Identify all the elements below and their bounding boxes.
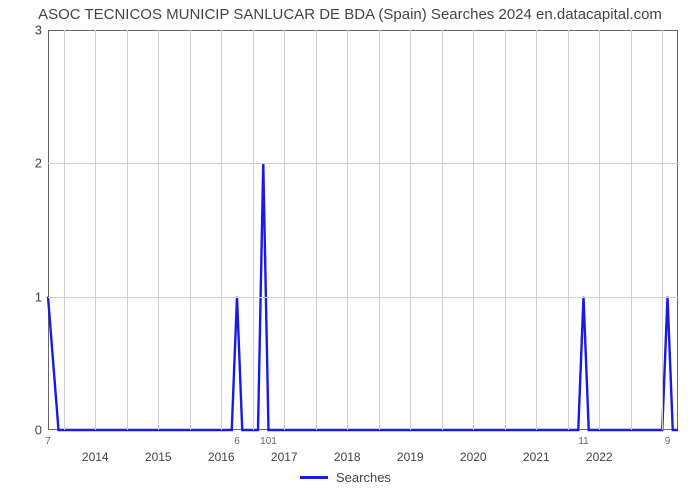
gridline-v — [662, 30, 663, 430]
gridline-v — [536, 30, 537, 430]
ytick-label: 1 — [35, 289, 48, 304]
xtick-secondary-label: 6 — [234, 432, 240, 447]
gridline-h — [48, 297, 678, 298]
xtick-year-label: 2018 — [334, 446, 361, 464]
gridline-v — [599, 30, 600, 430]
xtick-year-label: 2021 — [523, 446, 550, 464]
gridline-v — [284, 30, 285, 430]
xtick-year-label: 2019 — [397, 446, 424, 464]
xtick-secondary-label: 11 — [578, 432, 588, 447]
xtick-year-label: 2022 — [586, 446, 613, 464]
gridline-v — [316, 30, 317, 430]
gridline-v — [221, 30, 222, 430]
gridline-v — [473, 30, 474, 430]
xtick-secondary-label: 101 — [260, 432, 277, 447]
xtick-year-label: 2016 — [208, 446, 235, 464]
gridline-v — [410, 30, 411, 430]
ytick-label: 3 — [35, 23, 48, 38]
plot-area: 0123201420152016201720182019202020212022… — [48, 30, 678, 430]
gridline-v — [631, 30, 632, 430]
gridline-h — [48, 163, 678, 164]
gridline-v — [190, 30, 191, 430]
gridline-v — [568, 30, 569, 430]
legend-label: Searches — [336, 470, 391, 485]
gridline-v — [442, 30, 443, 430]
gridline-v — [95, 30, 96, 430]
legend-swatch — [300, 476, 328, 479]
gridline-v — [505, 30, 506, 430]
chart-title: ASOC TECNICOS MUNICIP SANLUCAR DE BDA (S… — [0, 6, 700, 23]
gridline-v — [347, 30, 348, 430]
xtick-year-label: 2015 — [145, 446, 172, 464]
gridline-v — [64, 30, 65, 430]
ytick-label: 2 — [35, 156, 48, 171]
legend: Searches — [300, 470, 391, 485]
xtick-year-label: 2014 — [82, 446, 109, 464]
gridline-v — [158, 30, 159, 430]
xtick-secondary-label: 9 — [665, 432, 671, 447]
xtick-year-label: 2020 — [460, 446, 487, 464]
xtick-year-label: 2017 — [271, 446, 298, 464]
gridline-v — [253, 30, 254, 430]
gridline-v — [379, 30, 380, 430]
series-line — [48, 30, 678, 430]
xtick-secondary-label: 7 — [45, 432, 51, 447]
gridline-v — [127, 30, 128, 430]
